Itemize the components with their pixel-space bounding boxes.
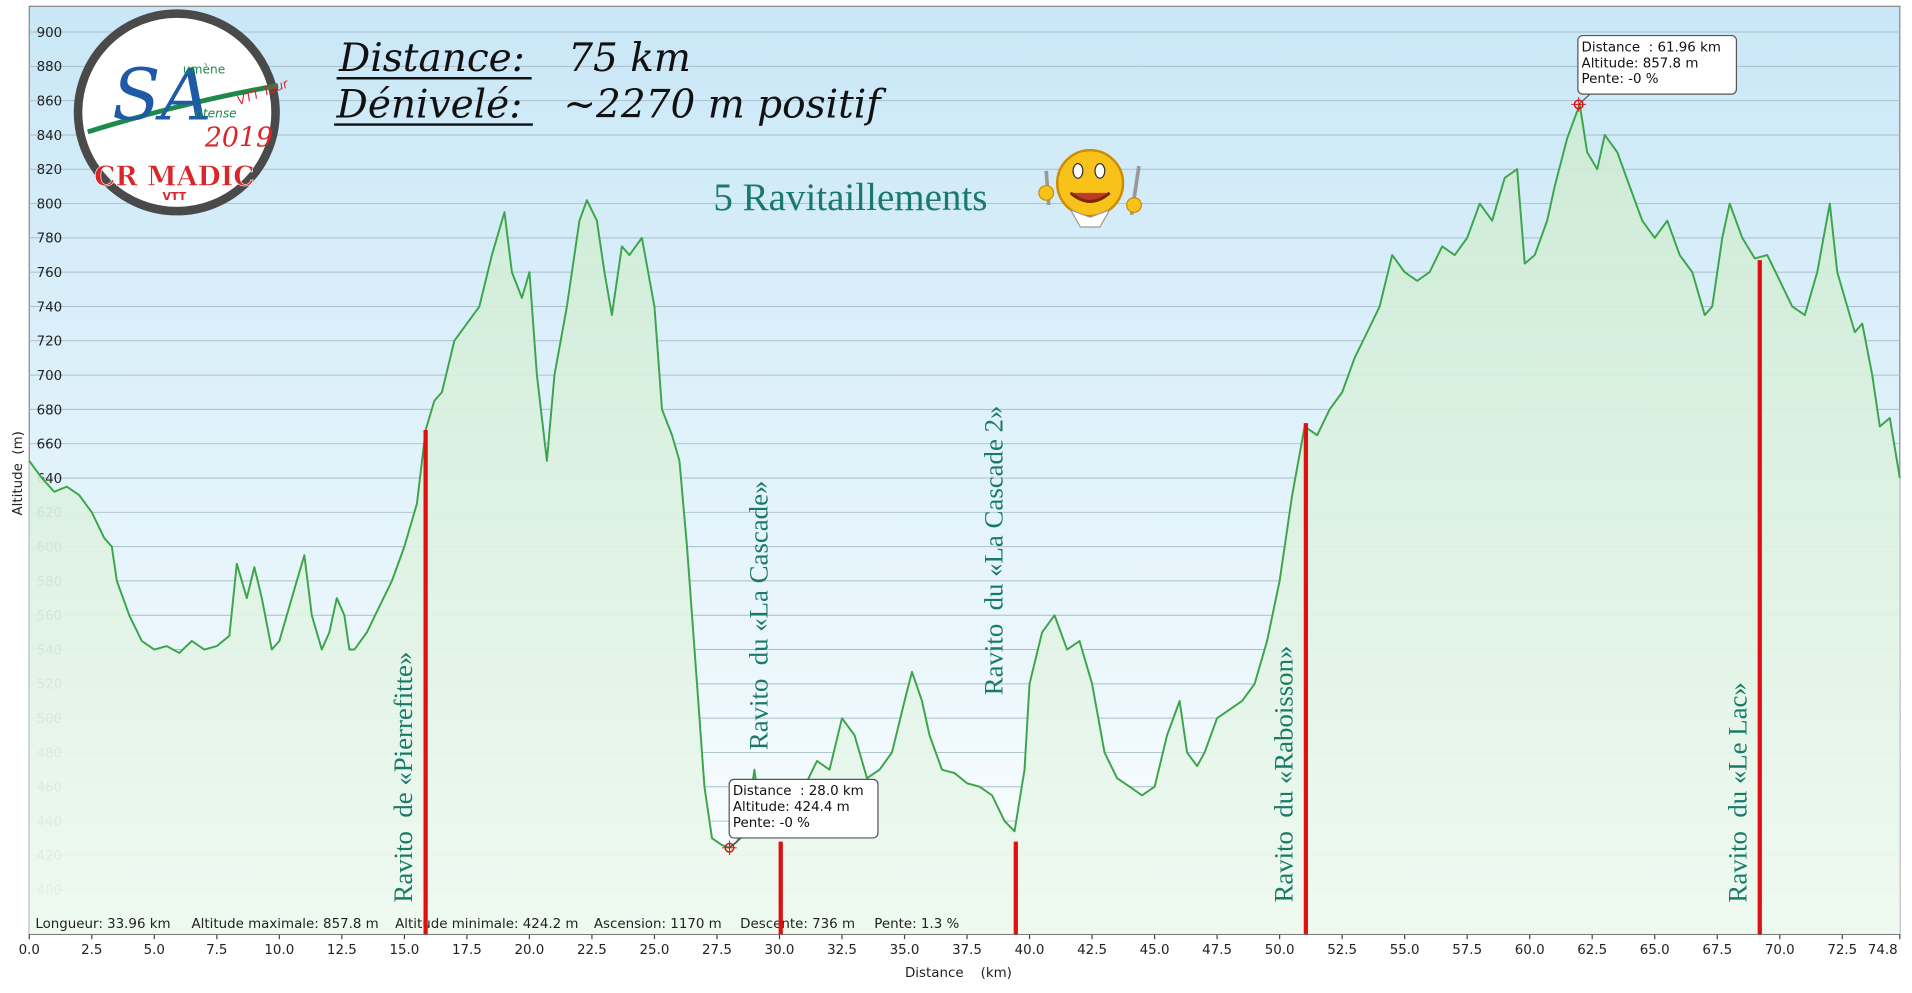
- smiley-eye: [1072, 162, 1084, 179]
- tooltip-text: Altitude: 857.8 m: [1582, 56, 1699, 71]
- title-label: Dénivelé:: [336, 82, 523, 127]
- tooltip-text: Distance : 61.96 km: [1582, 40, 1721, 55]
- smiley-hand: [1126, 197, 1142, 213]
- x-tick-label: 52.5: [1327, 943, 1357, 958]
- stat-text: Altitude minimale: 424.2 m: [395, 917, 578, 932]
- x-tick-label: 25.0: [640, 943, 670, 958]
- profile-line: [28, 103, 1901, 849]
- x-tick-label: 67.5: [1702, 943, 1732, 958]
- tooltip-text: Pente: -0 %: [1582, 72, 1659, 87]
- x-tick-label: 45.0: [1140, 943, 1170, 958]
- x-tick-label: 37.5: [952, 943, 982, 958]
- ravito-label: Ravito du «La Cascade»: [743, 481, 773, 751]
- smiley-icon: [1038, 148, 1142, 228]
- y-tick-label: 880: [37, 60, 63, 75]
- y-tick-label: 660: [37, 438, 63, 453]
- x-tick-label: 32.5: [827, 943, 857, 958]
- smiley-eye: [1094, 162, 1106, 179]
- ravito-label: Ravito du «Le Lac»: [1722, 682, 1752, 902]
- y-tick-label: 860: [37, 95, 63, 110]
- subtitle: 5 Ravitaillements: [713, 176, 987, 219]
- x-tick-label: 15.0: [389, 943, 419, 958]
- x-tick-label: 2.5: [81, 943, 102, 958]
- x-tick-label: 50.0: [1265, 943, 1295, 958]
- x-tick-label: 70.0: [1765, 943, 1795, 958]
- x-tick-label: 62.5: [1577, 943, 1607, 958]
- x-tick-label: 47.5: [1202, 943, 1232, 958]
- stat-text: Pente: 1.3 %: [874, 917, 959, 932]
- logo-swoosh: [87, 83, 279, 135]
- tooltip-cross: [722, 840, 737, 856]
- titles: Distance: 75 km Dénivelé: ~2270 m positi…: [334, 36, 987, 219]
- logo: SA umène ntense VTT Tour 2019 CR MADIC V…: [73, 9, 291, 216]
- y-tick-label: 840: [37, 129, 63, 144]
- x-tick-label: 22.5: [577, 943, 607, 958]
- x-tick-label: 27.5: [702, 943, 732, 958]
- x-tick-label: 55.0: [1390, 943, 1420, 958]
- y-tick-label: 740: [37, 300, 63, 315]
- x-tick-label: 72.5: [1827, 943, 1857, 958]
- tooltip-cross: [1571, 97, 1587, 112]
- tooltip-box: [728, 778, 879, 839]
- x-tick-label: 30.0: [765, 943, 795, 958]
- tooltip-text: Distance : 28.0 km: [733, 784, 864, 799]
- area-fill: [29, 104, 1900, 935]
- logo-year: 2019: [204, 123, 273, 154]
- stat-text: Descente: 736 m: [740, 917, 855, 932]
- x-tick-label: 17.5: [452, 943, 482, 958]
- ravito-label: Ravito du «Raboisson»: [1268, 646, 1298, 903]
- logo-text: ntense: [195, 106, 237, 120]
- x-tick-label: 74.8: [1868, 943, 1898, 958]
- y-tick-label: 760: [37, 266, 63, 281]
- smiley-mouth: [1069, 191, 1111, 203]
- logo-club: CR MADIC: [94, 162, 255, 193]
- x-tick-label: 65.0: [1640, 943, 1670, 958]
- y-tick-label: 700: [37, 369, 63, 384]
- title-label: Distance:: [338, 36, 525, 81]
- stat-text: Ascension: 1170 m: [594, 917, 722, 932]
- y-tick-label: 820: [37, 163, 63, 178]
- tooltip-text: Altitude: 424.4 m: [733, 800, 850, 815]
- logo-club-sub: VTT: [163, 190, 187, 203]
- area-layer: [28, 103, 1901, 935]
- title-value: 75 km: [568, 36, 691, 81]
- y-tick-label: 780: [37, 232, 63, 247]
- y-tick-label: 680: [37, 403, 63, 418]
- x-tick-label: 10.0: [264, 943, 294, 958]
- x-tick-label: 35.0: [890, 943, 920, 958]
- tooltip-pointer: [729, 837, 742, 849]
- tooltip-pointer: [1578, 93, 1591, 105]
- x-tick-label: 60.0: [1515, 943, 1545, 958]
- ravito-label: Ravito du «La Cascade 2»: [978, 406, 1008, 696]
- x-tick-label: 0.0: [19, 943, 40, 958]
- stat-text: Altitude maximale: 857.8 m: [191, 917, 378, 932]
- smiley-bib: [1069, 208, 1112, 228]
- logo-text: umène: [183, 62, 225, 76]
- y-axis-title: Altitude (m): [11, 431, 26, 515]
- tooltip-box: [1577, 34, 1738, 95]
- title-value: ~2270 m positif: [563, 82, 887, 127]
- x-tick-label: 57.5: [1452, 943, 1482, 958]
- x-tick-label: 5.0: [144, 943, 165, 958]
- x-axis-title: Distance (km): [905, 966, 1012, 981]
- x-tick-label: 7.5: [206, 943, 227, 958]
- smiley-hand: [1038, 184, 1055, 201]
- y-tick-label: 720: [37, 335, 63, 350]
- y-tick-label: 900: [37, 26, 63, 41]
- x-tick-label: 20.0: [514, 943, 544, 958]
- logo-letters: SA: [112, 54, 212, 137]
- ravito-label: Ravito de «Pierrefitte»: [388, 652, 418, 903]
- tooltip-text: Pente: -0 %: [733, 816, 810, 831]
- x-tick-label: 12.5: [327, 943, 357, 958]
- y-tick-label: 800: [37, 197, 63, 212]
- overlay: Longueur: 33.96 km Altitude maximale: 857…: [35, 34, 1762, 935]
- stat-text: Longueur: 33.96 km: [35, 917, 170, 932]
- logo-ring: [73, 9, 280, 216]
- x-tick-label: 42.5: [1077, 943, 1107, 958]
- x-tick-label: 40.0: [1015, 943, 1045, 958]
- smiley-face: [1055, 148, 1125, 218]
